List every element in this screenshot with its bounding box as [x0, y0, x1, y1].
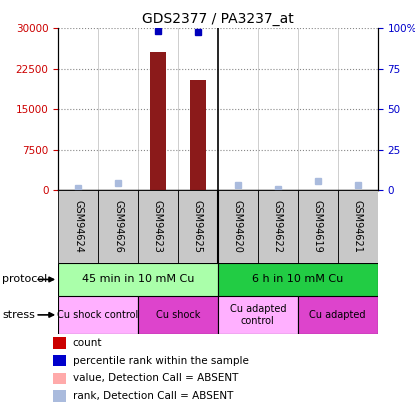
Bar [58, 190, 98, 263]
Text: value, Detection Call = ABSENT: value, Detection Call = ABSENT [73, 373, 238, 384]
Bar [53, 337, 66, 349]
Text: Cu shock: Cu shock [156, 310, 200, 320]
Text: GSM94620: GSM94620 [233, 200, 243, 253]
Text: GSM94626: GSM94626 [113, 200, 123, 253]
Bar [138, 190, 178, 263]
Text: rank, Detection Call = ABSENT: rank, Detection Call = ABSENT [73, 391, 233, 401]
Text: 45 min in 10 mM Cu: 45 min in 10 mM Cu [82, 275, 194, 284]
Bar [298, 190, 338, 263]
Bar [338, 190, 378, 263]
Title: GDS2377 / PA3237_at: GDS2377 / PA3237_at [142, 12, 294, 26]
Bar [53, 355, 66, 367]
Text: Cu shock control: Cu shock control [57, 310, 139, 320]
Text: GSM94623: GSM94623 [153, 200, 163, 253]
Text: count: count [73, 338, 102, 348]
Bar [53, 373, 66, 384]
Bar [178, 190, 218, 263]
Bar [218, 190, 258, 263]
Bar [58, 263, 218, 296]
Bar [298, 296, 378, 334]
Text: Cu adapted
control: Cu adapted control [229, 304, 286, 326]
Text: 6 h in 10 mM Cu: 6 h in 10 mM Cu [252, 275, 343, 284]
Text: percentile rank within the sample: percentile rank within the sample [73, 356, 249, 366]
Bar [150, 52, 166, 190]
Text: GSM94619: GSM94619 [313, 200, 323, 253]
Bar [58, 296, 138, 334]
Bar [218, 296, 298, 334]
Bar [138, 296, 218, 334]
Text: GSM94624: GSM94624 [73, 200, 83, 253]
Bar [98, 190, 138, 263]
Text: GSM94622: GSM94622 [273, 200, 283, 253]
Bar [218, 263, 378, 296]
Bar [190, 80, 206, 190]
Bar [53, 390, 66, 402]
Text: Cu adapted: Cu adapted [310, 310, 366, 320]
Text: GSM94621: GSM94621 [353, 200, 363, 253]
Text: protocol: protocol [2, 275, 47, 284]
Text: GSM94625: GSM94625 [193, 200, 203, 253]
Text: stress: stress [2, 310, 35, 320]
Bar [258, 190, 298, 263]
